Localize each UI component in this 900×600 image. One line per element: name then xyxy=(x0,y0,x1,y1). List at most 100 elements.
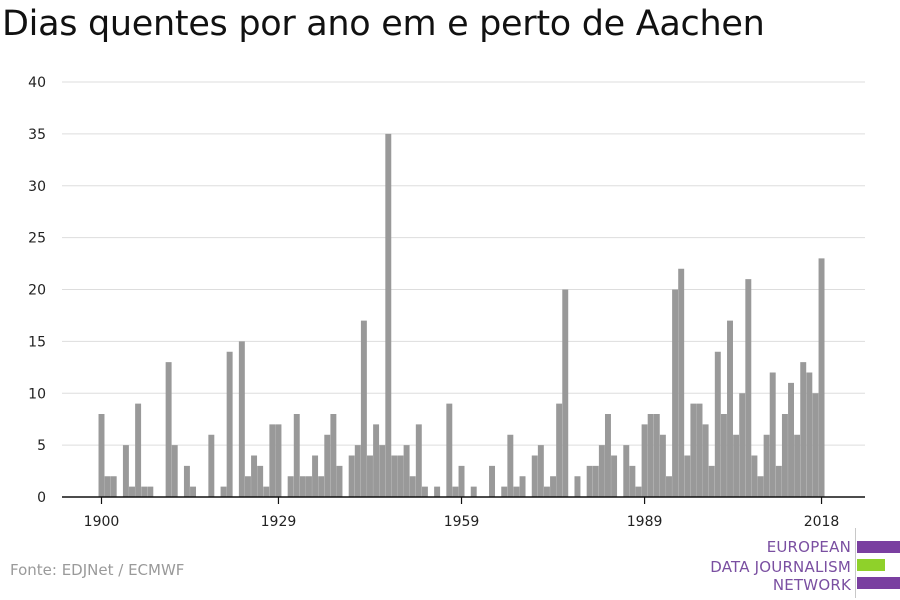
bar-1932 xyxy=(293,414,300,497)
bar-1966 xyxy=(501,486,508,497)
logo-bar-green xyxy=(857,559,885,571)
bar-1961 xyxy=(470,486,477,497)
bar-2002 xyxy=(720,414,727,497)
bar-1937 xyxy=(324,434,331,497)
bar-1994 xyxy=(672,289,679,497)
chart-title: Dias quentes por ano em e perto de Aache… xyxy=(2,4,765,44)
bar-1950 xyxy=(403,445,410,497)
bar-1999 xyxy=(702,424,709,497)
bar-1942 xyxy=(354,445,361,497)
bar-1957 xyxy=(446,403,453,497)
bar-1941 xyxy=(348,455,355,497)
bar-1975 xyxy=(556,403,563,497)
bar-1969 xyxy=(519,476,526,497)
logo-line-3: NETWORK xyxy=(772,576,851,594)
bar-1988 xyxy=(635,486,642,497)
bar-1990 xyxy=(647,414,654,497)
bar-2017 xyxy=(812,393,819,497)
bar-1958 xyxy=(452,486,459,497)
bar-1968 xyxy=(513,486,520,497)
bar-1944 xyxy=(367,455,373,497)
bar-1959 xyxy=(458,465,465,497)
bar-1971 xyxy=(531,455,538,497)
bar-2001 xyxy=(714,351,721,497)
x-axis-ticks: 1900 1929 1959 1989 2018 xyxy=(84,497,840,530)
x-tick-label: 1989 xyxy=(627,514,663,530)
bar-1997 xyxy=(690,403,697,497)
bar-1900 xyxy=(98,414,105,497)
bar-1928 xyxy=(269,424,276,497)
bar-1976 xyxy=(562,289,569,497)
bar-1955 xyxy=(434,486,441,497)
bar-1911 xyxy=(165,362,172,497)
bar-1946 xyxy=(379,445,386,497)
bar-1943 xyxy=(360,320,367,497)
y-tick-label: 10 xyxy=(28,386,46,402)
bar-1947 xyxy=(385,133,392,497)
bar-1986 xyxy=(623,445,630,497)
bar-2005 xyxy=(739,393,746,497)
y-tick-label: 25 xyxy=(28,231,46,247)
bar-1935 xyxy=(312,455,319,497)
bar-1953 xyxy=(421,486,428,497)
bar-2012 xyxy=(781,414,788,497)
bar-1929 xyxy=(275,424,282,497)
bar-1901 xyxy=(104,476,111,497)
bar-1926 xyxy=(257,465,264,497)
bar-1983 xyxy=(604,414,611,497)
bar-1918 xyxy=(208,434,215,497)
bar-1939 xyxy=(336,465,343,497)
bar-1987 xyxy=(629,465,636,497)
bar-1948 xyxy=(391,455,398,497)
bar-1906 xyxy=(135,403,142,497)
logo-bar-purple-top xyxy=(857,541,900,553)
bar-2015 xyxy=(800,362,807,497)
bar-1991 xyxy=(653,414,660,497)
bar-1998 xyxy=(696,403,703,497)
bars xyxy=(98,133,825,497)
bar-2008 xyxy=(757,476,764,497)
bar-1992 xyxy=(659,434,666,497)
bar-1908 xyxy=(147,486,154,497)
bar-2007 xyxy=(751,455,758,497)
y-tick-label: 40 xyxy=(28,75,46,91)
y-tick-label: 35 xyxy=(28,127,46,143)
edjnet-logo: EUROPEAN DATA JOURNALISM NETWORK xyxy=(700,528,900,598)
bar-2003 xyxy=(727,320,733,497)
bar-1927 xyxy=(263,486,270,497)
logo-bar-purple-bottom xyxy=(857,577,900,589)
bar-1902 xyxy=(110,476,117,497)
bar-1981 xyxy=(592,465,599,497)
bar-1974 xyxy=(550,476,557,497)
y-tick-label: 5 xyxy=(37,438,46,454)
bar-1964 xyxy=(489,465,496,497)
bar-1923 xyxy=(238,341,245,497)
y-tick-label: 20 xyxy=(28,283,46,299)
bar-1982 xyxy=(598,445,605,497)
bar-2011 xyxy=(775,465,782,497)
bar-1996 xyxy=(684,455,691,497)
bar-1952 xyxy=(415,424,422,497)
bar-2016 xyxy=(806,372,813,497)
bar-1915 xyxy=(190,486,197,497)
bar-1920 xyxy=(220,486,227,497)
y-axis-ticks: 0 5 10 15 20 25 30 35 40 xyxy=(28,75,46,506)
bar-1914 xyxy=(183,465,190,497)
bar-1980 xyxy=(586,465,593,497)
source-note: Fonte: EDJNet / ECMWF xyxy=(10,561,185,579)
bar-1972 xyxy=(537,445,544,497)
bar-1978 xyxy=(574,476,581,497)
bar-1925 xyxy=(251,455,258,497)
bar-1938 xyxy=(330,414,337,497)
bar-1936 xyxy=(318,476,325,497)
y-tick-label: 0 xyxy=(37,490,46,506)
bar-1967 xyxy=(507,434,514,497)
bar-2013 xyxy=(788,382,795,497)
bar-1934 xyxy=(305,476,312,497)
bar-1993 xyxy=(666,476,672,497)
bar-1921 xyxy=(226,351,233,497)
logo-line-1: EUROPEAN xyxy=(766,538,851,556)
x-tick-label: 2018 xyxy=(804,514,840,530)
bar-2009 xyxy=(763,434,770,497)
bar-1949 xyxy=(397,455,404,497)
